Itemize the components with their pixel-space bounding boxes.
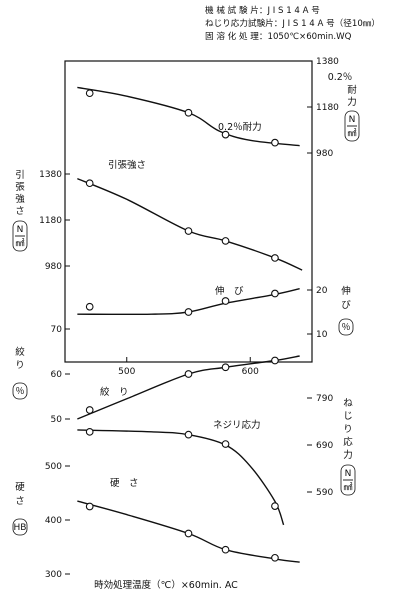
tensile-strength-title: 強 <box>15 193 25 205</box>
data-point <box>221 545 230 554</box>
data-point <box>85 179 94 188</box>
plot-frame <box>64 60 313 363</box>
series-line <box>77 177 303 271</box>
tensile-strength-unit: N <box>17 225 24 235</box>
data-point <box>85 406 94 414</box>
data-point <box>271 502 279 510</box>
data-point <box>271 138 279 147</box>
torsion-stress-title: 応 <box>343 436 353 448</box>
tensile-strength-unit: ㎟ <box>15 238 24 249</box>
right-tick-label: 1180 <box>316 103 339 113</box>
series-label: 引張強さ <box>108 159 146 171</box>
data-point <box>85 427 94 436</box>
unit-bracket <box>12 220 28 252</box>
hardness-title: 硬 <box>15 482 25 493</box>
unit-bracket <box>12 518 28 536</box>
data-point <box>221 237 230 245</box>
header-line-1: 機 械 試 験 片：J I S 1 4 A 号 <box>205 6 320 16</box>
x-tick-label: 600 <box>242 367 259 377</box>
data-point <box>184 370 193 378</box>
data-point <box>184 108 193 117</box>
torsion-stress-title: じ <box>343 411 353 422</box>
left-tick-label: 1180 <box>39 216 62 226</box>
data-point <box>271 553 279 562</box>
right-tick-label: 1380 <box>316 57 339 67</box>
data-point <box>271 356 279 365</box>
tensile-strength-title: 引 <box>15 170 25 181</box>
data-point <box>184 430 193 439</box>
elongation-title: 伸 <box>341 285 351 297</box>
torsion-stress-title: ね <box>343 398 353 409</box>
left-tick-label: 60 <box>51 370 63 380</box>
hardness-title: さ <box>15 496 25 507</box>
right-tick-label: 690 <box>316 441 333 451</box>
right-tick-label: 790 <box>316 394 333 404</box>
elongation-unit: ％ <box>341 322 350 333</box>
data-point <box>85 502 94 511</box>
data-point <box>184 529 193 538</box>
hardness-unit: HB <box>14 523 27 533</box>
series-curves <box>77 86 303 563</box>
data-markers <box>85 89 279 562</box>
reduction-of-area-unit: ％ <box>15 386 24 397</box>
torsion-stress-title: り <box>343 424 353 435</box>
proof-stress-title: 0.2％ <box>328 72 353 83</box>
unit-bracket <box>340 464 356 496</box>
right-tick-label: 20 <box>316 286 328 296</box>
data-point <box>271 289 279 298</box>
left-tick-label: 980 <box>45 262 62 272</box>
left-tick-label: 300 <box>45 570 62 580</box>
series-line <box>77 429 285 526</box>
data-point <box>271 254 279 262</box>
series-label: ネジリ応力 <box>213 419 261 431</box>
right-tick-label: 10 <box>316 330 328 340</box>
data-point <box>221 363 230 372</box>
left-tick-label: 500 <box>45 462 62 472</box>
left-tick-label: 70 <box>51 325 63 335</box>
torsion-stress-unit: ㎟ <box>343 482 352 493</box>
data-point <box>184 308 193 316</box>
left-tick-label: 400 <box>45 516 62 526</box>
series-label: 絞 り <box>100 386 129 398</box>
right-tick-label: 590 <box>316 488 333 498</box>
right-tick-label: 980 <box>316 149 333 159</box>
reduction-of-area-title: 絞 <box>15 346 25 358</box>
data-point <box>85 302 94 311</box>
data-point <box>221 440 230 448</box>
data-point <box>221 297 230 305</box>
proof-stress-unit: ㎟ <box>347 128 356 139</box>
tensile-strength-title: さ <box>15 206 25 217</box>
series-label: 伸 び <box>215 285 244 297</box>
proof-stress-unit: N <box>349 115 356 125</box>
data-point <box>184 227 193 235</box>
data-point <box>221 130 230 139</box>
x-tick-label: 500 <box>118 367 135 377</box>
torsion-stress-title: 力 <box>343 449 353 461</box>
left-tick-label: 50 <box>51 415 63 425</box>
header-line-3: 固 溶 化 処 理：1050℃×60min.WQ <box>205 32 352 42</box>
header-line-2: ねじり応力試験片：J I S 1 4 A 号（径10㎜） <box>205 19 380 29</box>
reduction-of-area-title: り <box>15 360 25 371</box>
axis-ticks: 500 600 1380 1180 980 70 60 50 500 400 300 1380 1180… <box>39 57 339 580</box>
unit-bracket <box>12 382 28 400</box>
series-label: 硬 さ <box>110 478 139 489</box>
tensile-strength-title: 張 <box>15 182 25 193</box>
torsion-stress-unit: N <box>345 469 352 479</box>
series-line <box>77 86 300 147</box>
proof-stress-title: 耐 <box>347 84 357 96</box>
x-axis-label: 時効処理温度（℃）×60min. AC <box>94 579 238 591</box>
elongation-title: び <box>341 300 351 311</box>
series-label: 0.2％耐力 <box>218 121 262 133</box>
left-tick-label: 1380 <box>39 170 62 180</box>
proof-stress-title: 力 <box>347 96 357 108</box>
unit-bracket <box>338 318 354 336</box>
data-point <box>85 89 94 98</box>
unit-bracket <box>344 110 360 142</box>
